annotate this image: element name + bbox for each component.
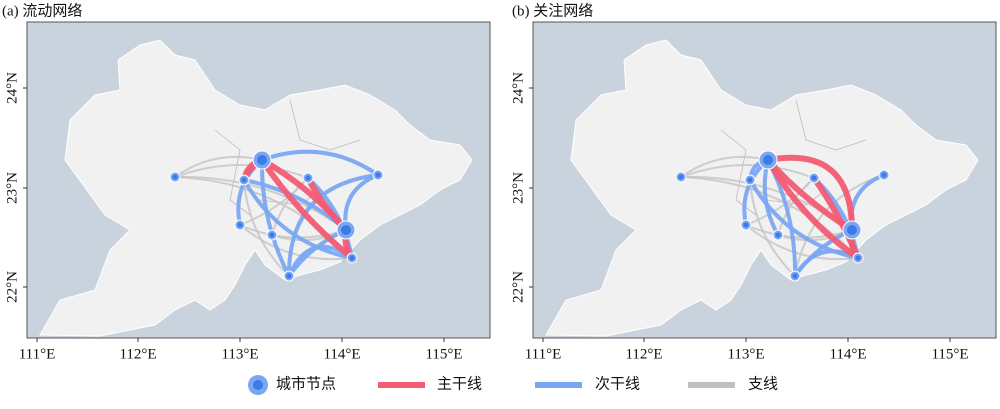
city-node [375, 172, 381, 178]
city-node [286, 273, 292, 279]
flow-edge [174, 164, 309, 179]
flow-edge [286, 173, 380, 278]
flow-edge [259, 157, 355, 261]
flow-edge [680, 176, 859, 259]
map-panel: 111°E 112°E 113°E 114°E 115°E 24°N 23°N 22°N [510, 21, 997, 362]
flow-edge [765, 157, 861, 261]
legend-label: 次干线 [595, 375, 640, 392]
flow-edge [260, 149, 380, 177]
x-tick-label: 111°E [525, 346, 562, 362]
flow-edge [174, 155, 263, 178]
x-tick-label: 112°E [119, 346, 156, 362]
x-tick-label: 113°E [221, 346, 258, 362]
city-node [881, 172, 887, 178]
city-node [237, 222, 243, 228]
city-node [743, 222, 749, 228]
legend-node [253, 380, 263, 390]
city-node [763, 155, 773, 165]
flow-edge [243, 179, 290, 277]
city-node [855, 255, 861, 261]
land [39, 39, 473, 337]
x-tick-label: 114°E [829, 346, 866, 362]
city-node [269, 232, 275, 238]
panel-title: (b) 关注网络 [512, 2, 593, 19]
legend-label: 主干线 [437, 375, 482, 392]
y-tick-label: 23°N [510, 172, 526, 204]
flow-edge [271, 177, 309, 236]
y-tick-label: 23°N [4, 172, 20, 204]
city-node [305, 175, 311, 181]
panel-title: (a) 流动网络 [2, 2, 82, 19]
x-tick-label: 114°E [323, 346, 360, 362]
x-tick-label: 115°E [931, 346, 968, 362]
flow-edge [811, 175, 861, 261]
city-node [811, 175, 817, 181]
flow-edge [765, 154, 855, 233]
flow-edge [777, 177, 815, 236]
flow-edge [745, 224, 853, 239]
flow-edge [680, 164, 815, 179]
x-tick-label: 113°E [727, 346, 764, 362]
city-node [847, 225, 857, 235]
legend: 城市节点 主干线 次干线 支线 [248, 375, 778, 395]
map-panel: 111°E 112°E 113°E 114°E 115°E 24°N 23°N 22°N [4, 21, 491, 362]
flow-edge [745, 224, 859, 261]
city-node [775, 232, 781, 238]
city-node [341, 225, 351, 235]
flow-edge [242, 178, 354, 260]
x-tick-label: 111°E [19, 346, 56, 362]
flow-edge [680, 155, 769, 178]
x-tick-label: 115°E [425, 346, 462, 362]
legend-label: 支线 [748, 375, 778, 392]
city-node [792, 273, 798, 279]
flow-edge [259, 158, 291, 278]
y-tick-label: 24°N [4, 72, 20, 104]
city-node [678, 174, 684, 180]
flow-edge [749, 179, 796, 277]
y-tick-label: 22°N [4, 271, 20, 303]
city-node [349, 255, 355, 261]
city-node [172, 174, 178, 180]
legend-label: 城市节点 [276, 375, 336, 392]
y-tick-label: 24°N [510, 72, 526, 104]
city-node [257, 155, 267, 165]
x-tick-label: 112°E [625, 346, 662, 362]
city-node [747, 177, 753, 183]
y-tick-label: 22°N [510, 271, 526, 303]
city-node [241, 177, 247, 183]
land [545, 39, 979, 337]
